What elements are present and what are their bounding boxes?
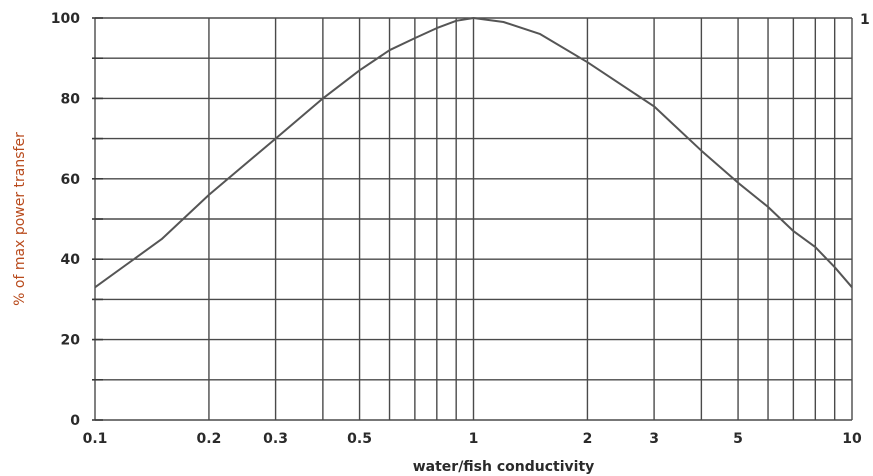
x-tick-label: 1 <box>469 431 479 447</box>
x-axis-label: water/fish conductivity <box>413 459 595 475</box>
y-tick-label: 20 <box>61 333 81 349</box>
curve-layer <box>94 17 853 289</box>
x-tick-label: 0.2 <box>197 431 222 447</box>
x-tick-label: 10 <box>842 431 862 447</box>
x-tick-label: 0.1 <box>83 431 108 447</box>
y-tick-label: 100 <box>51 11 80 27</box>
right-edge-label: 1 <box>860 12 870 28</box>
y-tick-label: 0 <box>70 413 80 429</box>
series-line <box>94 17 853 289</box>
y-tick-label: 40 <box>61 252 81 268</box>
grid-layer <box>92 17 853 421</box>
x-tick-label: 0.5 <box>347 431 372 447</box>
x-tick-label: 3 <box>649 431 659 447</box>
y-tick-label: 60 <box>61 172 81 188</box>
y-tick-label: 80 <box>61 91 81 107</box>
x-tick-label: 0.3 <box>263 431 288 447</box>
x-tick-label: 5 <box>733 431 743 447</box>
x-tick-label: 2 <box>583 431 593 447</box>
y-axis-label: % of max power transfer <box>12 132 28 306</box>
